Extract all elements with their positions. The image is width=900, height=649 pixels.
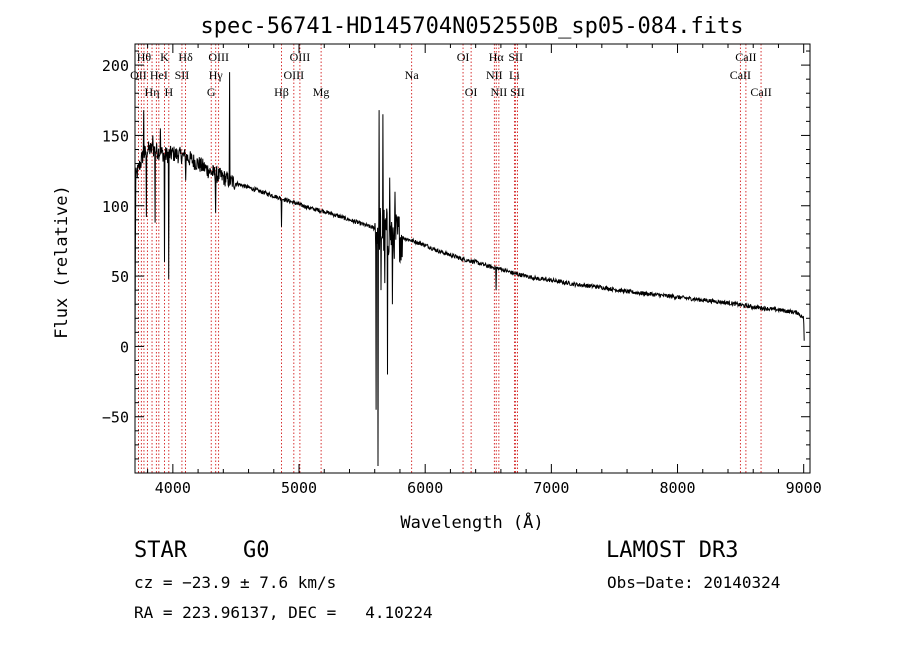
line-label: NII <box>491 85 508 99</box>
line-label: Hα <box>489 50 505 64</box>
class-label: STAR <box>134 538 187 563</box>
survey-label: LAMOST DR3 <box>606 538 739 563</box>
line-label: OIII <box>290 50 311 64</box>
line-label: OI <box>465 85 478 99</box>
y-tick-label: 200 <box>102 57 129 75</box>
line-label: Hθ <box>137 50 152 64</box>
x-tick-label: 6000 <box>407 479 443 497</box>
line-label: K <box>160 50 169 64</box>
y-tick-label: 150 <box>102 127 129 145</box>
line-label: Hδ <box>178 50 193 64</box>
line-label: HeI <box>150 68 168 82</box>
line-label: NII <box>486 68 503 82</box>
line-label: Mg <box>313 85 330 99</box>
line-label: SII <box>508 50 523 64</box>
line-label: SII <box>510 85 525 99</box>
line-markers <box>138 44 762 473</box>
line-label: H <box>164 85 173 99</box>
y-tick-label: 100 <box>102 198 129 216</box>
y-axis-label: Flux (relative) <box>52 185 72 339</box>
y-tick-label: 50 <box>111 268 129 286</box>
y-tick-label: 0 <box>120 338 129 356</box>
chart-title: spec-56741-HD145704N052550B_sp05-084.fit… <box>200 14 743 39</box>
x-tick-label: 9000 <box>786 479 822 497</box>
line-label: OII <box>130 68 147 82</box>
line-label: OIII <box>284 68 305 82</box>
subclass-label: G0 <box>243 538 270 563</box>
line-label: CaII <box>735 50 756 64</box>
line-label: Hγ <box>209 68 224 82</box>
line-label: OIII <box>208 50 229 64</box>
line-labels: OIIHθHηHeIKHSIIHδGHγOIIIHβOIIIOIIIMgNaOI… <box>130 50 772 99</box>
line-label: SII <box>175 68 190 82</box>
line-label: Na <box>405 68 420 82</box>
line-label: G <box>207 85 216 99</box>
plot-frame <box>134 43 811 474</box>
line-label: CaII <box>750 85 771 99</box>
line-label: Li <box>509 68 520 82</box>
line-label: OI <box>457 50 470 64</box>
x-tick-label: 4000 <box>155 479 191 497</box>
axis-ticks: 4000 5000 6000 7000 8000 9000 −50 0 50 100 150 200 <box>102 44 822 497</box>
x-tick-label: 7000 <box>533 479 569 497</box>
x-tick-label: 5000 <box>281 479 317 497</box>
spectrum-trace <box>134 72 805 467</box>
velocity-text: cz = −23.9 ± 7.6 km/s <box>134 573 337 592</box>
coordinates-text: RA = 223.96137, DEC = 4.10224 <box>134 603 433 622</box>
x-tick-label: 8000 <box>659 479 695 497</box>
obs-date-text: Obs−Date: 20140324 <box>607 573 781 592</box>
line-label: CaII <box>730 68 751 82</box>
line-label: Hβ <box>274 85 289 99</box>
spectrum-line <box>134 72 805 467</box>
x-axis-label: Wavelength (Å) <box>400 511 543 533</box>
y-tick-label: −50 <box>102 409 129 427</box>
line-label: Hη <box>145 85 160 99</box>
